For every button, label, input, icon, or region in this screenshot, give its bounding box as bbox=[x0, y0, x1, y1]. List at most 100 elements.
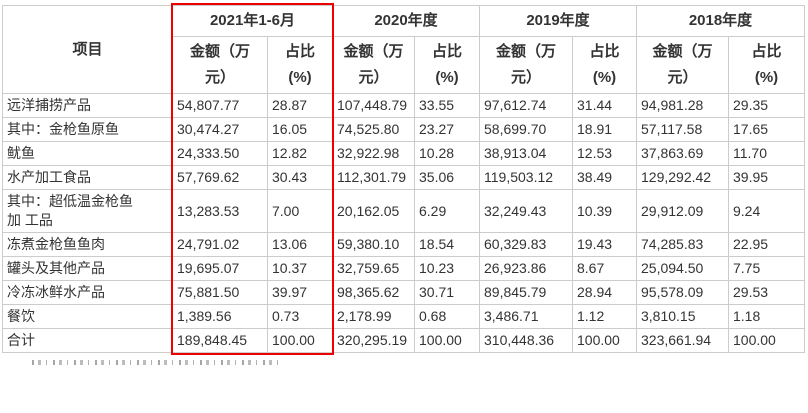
amount-2021h1: 54,807.77 bbox=[172, 93, 268, 118]
amount-2020: 74,525.80 bbox=[332, 117, 415, 142]
amount-2018: 57,117.58 bbox=[636, 117, 729, 142]
share-2018: 1.18 bbox=[728, 304, 805, 329]
amount-2019: 119,503.12 bbox=[479, 165, 573, 190]
share-2019: 10.39 bbox=[572, 189, 637, 233]
share-2021h1: 0.73 bbox=[267, 304, 333, 329]
amount-2020: 32,922.98 bbox=[332, 141, 415, 166]
amount-2018: 129,292.42 bbox=[636, 165, 729, 190]
amount-2021h1: 24,333.50 bbox=[172, 141, 268, 166]
share-2021h1: 30.43 bbox=[267, 165, 333, 190]
share-2021h1: 13.06 bbox=[267, 232, 333, 257]
share-2018: 39.95 bbox=[728, 165, 805, 190]
amount-2020: 59,380.10 bbox=[332, 232, 415, 257]
share-2018: 29.35 bbox=[728, 93, 805, 118]
share-2018: 7.75 bbox=[728, 256, 805, 281]
share-2020: 33.55 bbox=[414, 93, 480, 118]
share-2019: 1.12 bbox=[572, 304, 637, 329]
share-header-2018: 占比 (%) bbox=[728, 36, 805, 94]
share-2020: 30.71 bbox=[414, 280, 480, 305]
table-row: 冻煮金枪鱼鱼肉 24,791.02 13.06 59,380.10 18.54 … bbox=[2, 232, 805, 257]
revenue-by-product-table: 项目 2021年1-6月 2020年度 2019年度 2018年度 金额（万 元… bbox=[2, 5, 805, 353]
amount-2018: 25,094.50 bbox=[636, 256, 729, 281]
share-2018: 11.70 bbox=[728, 141, 805, 166]
period-header-2018: 2018年度 bbox=[636, 5, 805, 37]
share-2019: 38.49 bbox=[572, 165, 637, 190]
amount-2018: 323,661.94 bbox=[636, 328, 729, 353]
table-row: 罐头及其他产品 19,695.07 10.37 32,759.65 10.23 … bbox=[2, 256, 805, 281]
table-row: 其中：超低温金枪鱼 加 工品 13,283.53 7.00 20,162.05 … bbox=[2, 189, 805, 233]
amount-2019: 3,486.71 bbox=[479, 304, 573, 329]
amount-2018: 29,912.09 bbox=[636, 189, 729, 233]
amount-2019: 32,249.43 bbox=[479, 189, 573, 233]
amount-2021h1: 1,389.56 bbox=[172, 304, 268, 329]
header-group-row: 项目 2021年1-6月 2020年度 2019年度 2018年度 bbox=[2, 5, 805, 94]
amount-header-2018: 金额（万 元） bbox=[636, 36, 729, 94]
amount-2019: 97,612.74 bbox=[479, 93, 573, 118]
row-label: 其中：金枪鱼原鱼 bbox=[2, 117, 173, 142]
share-2021h1: 7.00 bbox=[267, 189, 333, 233]
table-row-total: 合计 189,848.45 100.00 320,295.19 100.00 3… bbox=[2, 328, 805, 353]
amount-2018: 95,578.09 bbox=[636, 280, 729, 305]
amount-2019: 310,448.36 bbox=[479, 328, 573, 353]
share-header-2021h1: 占比 (%) bbox=[267, 36, 333, 94]
amount-2021h1: 24,791.02 bbox=[172, 232, 268, 257]
share-2021h1: 100.00 bbox=[267, 328, 333, 353]
table-row: 水产加工食品 57,769.62 30.43 112,301.79 35.06 … bbox=[2, 165, 805, 190]
amount-2018: 3,810.15 bbox=[636, 304, 729, 329]
share-header-2020: 占比 (%) bbox=[414, 36, 480, 94]
table-row: 鱿鱼 24,333.50 12.82 32,922.98 10.28 38,91… bbox=[2, 141, 805, 166]
amount-header-2019: 金额（万 元） bbox=[479, 36, 573, 94]
share-2020: 18.54 bbox=[414, 232, 480, 257]
amount-2020: 2,178.99 bbox=[332, 304, 415, 329]
amount-2019: 26,923.86 bbox=[479, 256, 573, 281]
header-sub-row: 金额（万 元） 占比 (%) 金额（万 元） 占比 (%) 金额（万 元） 占比… bbox=[3, 36, 805, 94]
share-2018: 29.53 bbox=[728, 280, 805, 305]
item-column-header: 项目 bbox=[2, 5, 173, 94]
row-label: 水产加工食品 bbox=[2, 165, 173, 190]
amount-2020: 20,162.05 bbox=[332, 189, 415, 233]
amount-2019: 58,699.70 bbox=[479, 117, 573, 142]
period-header-2019: 2019年度 bbox=[479, 5, 637, 37]
share-2021h1: 28.87 bbox=[267, 93, 333, 118]
share-2019: 18.91 bbox=[572, 117, 637, 142]
share-2020: 10.28 bbox=[414, 141, 480, 166]
amount-2020: 107,448.79 bbox=[332, 93, 415, 118]
share-2020: 6.29 bbox=[414, 189, 480, 233]
amount-2019: 60,329.83 bbox=[479, 232, 573, 257]
share-header-2019: 占比 (%) bbox=[572, 36, 637, 94]
amount-2018: 37,863.69 bbox=[636, 141, 729, 166]
amount-2018: 74,285.83 bbox=[636, 232, 729, 257]
share-2020: 0.68 bbox=[414, 304, 480, 329]
row-label: 冷冻冰鲜水产品 bbox=[2, 280, 173, 305]
revenue-table-container: 项目 2021年1-6月 2020年度 2019年度 2018年度 金额（万 元… bbox=[2, 3, 805, 355]
amount-2021h1: 13,283.53 bbox=[172, 189, 268, 233]
share-2019: 12.53 bbox=[572, 141, 637, 166]
share-2020: 35.06 bbox=[414, 165, 480, 190]
row-label: 鱿鱼 bbox=[2, 141, 173, 166]
amount-2020: 112,301.79 bbox=[332, 165, 415, 190]
share-2019: 28.94 bbox=[572, 280, 637, 305]
row-label-total: 合计 bbox=[2, 328, 173, 353]
amount-2021h1: 189,848.45 bbox=[172, 328, 268, 353]
row-label: 罐头及其他产品 bbox=[2, 256, 173, 281]
amount-2021h1: 19,695.07 bbox=[172, 256, 268, 281]
share-2018: 17.65 bbox=[728, 117, 805, 142]
share-2018: 22.95 bbox=[728, 232, 805, 257]
table-row: 远洋捕捞产品 54,807.77 28.87 107,448.79 33.55 … bbox=[2, 93, 805, 118]
amount-2020: 320,295.19 bbox=[332, 328, 415, 353]
table-row: 餐饮 1,389.56 0.73 2,178.99 0.68 3,486.71 … bbox=[2, 304, 805, 329]
share-2018: 100.00 bbox=[728, 328, 805, 353]
share-2020: 100.00 bbox=[414, 328, 480, 353]
amount-header-2020: 金额（万 元） bbox=[332, 36, 415, 94]
row-label: 餐饮 bbox=[2, 304, 173, 329]
amount-2021h1: 30,474.27 bbox=[172, 117, 268, 142]
amount-header-2021h1: 金额（万 元） bbox=[172, 36, 268, 94]
amount-2019: 38,913.04 bbox=[479, 141, 573, 166]
amount-2018: 94,981.28 bbox=[636, 93, 729, 118]
share-2019: 100.00 bbox=[572, 328, 637, 353]
row-label: 远洋捕捞产品 bbox=[2, 93, 173, 118]
share-2021h1: 12.82 bbox=[267, 141, 333, 166]
share-2018: 9.24 bbox=[728, 189, 805, 233]
table-row: 其中：金枪鱼原鱼 30,474.27 16.05 74,525.80 23.27… bbox=[2, 117, 805, 142]
share-2019: 19.43 bbox=[572, 232, 637, 257]
